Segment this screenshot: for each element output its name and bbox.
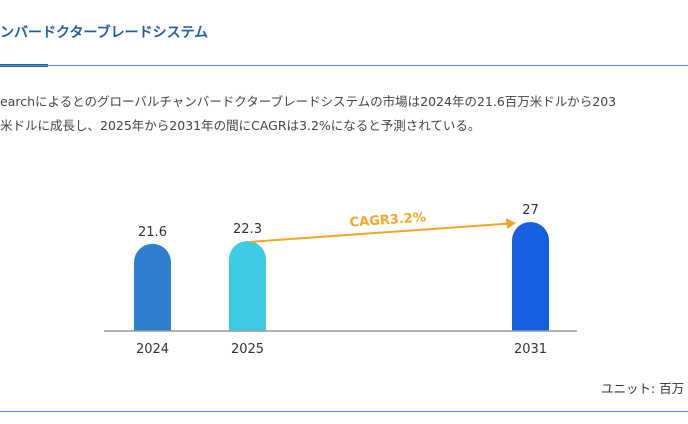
x-tick-2031: 2031 bbox=[514, 342, 547, 357]
description-line-1: earchによるとのグローバルチャンバードクターブレードシステムの市場は2024… bbox=[0, 94, 617, 109]
page-title: ンバードクターブレードシステム bbox=[0, 25, 209, 41]
description-line-2: 米ドルに成長し、2025年から2031年の間にCAGRは3.2%になると予測され… bbox=[0, 118, 481, 133]
x-tick-2025: 2025 bbox=[231, 342, 264, 357]
value-label-2031: 27 bbox=[522, 203, 539, 218]
bar-2024 bbox=[134, 243, 171, 331]
value-label-2025: 22.3 bbox=[233, 222, 262, 237]
title-divider bbox=[0, 65, 688, 66]
cagr-arrowhead bbox=[506, 218, 516, 229]
unit-label: ユニット: 百万 bbox=[601, 381, 685, 396]
cagr-arrow-line bbox=[249, 222, 509, 243]
bottom-divider bbox=[0, 411, 688, 412]
bar-2031 bbox=[512, 222, 549, 331]
value-label-2024: 21.6 bbox=[138, 225, 167, 240]
cagr-annotation: CAGR3.2% bbox=[349, 210, 426, 230]
bar-2025 bbox=[229, 240, 266, 331]
x-tick-2024: 2024 bbox=[136, 342, 169, 357]
